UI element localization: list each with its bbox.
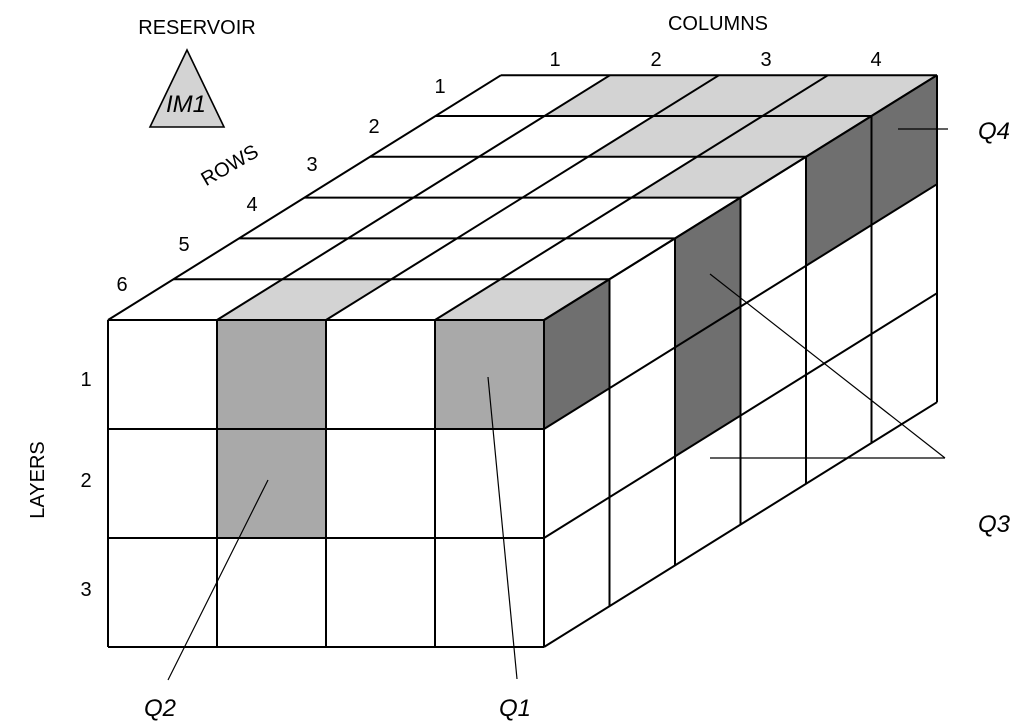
row-number-2: 2 — [368, 116, 379, 138]
top-grid-line — [107, 74, 502, 321]
top-cell-shade — [435, 279, 610, 320]
leader-line-q2 — [167, 479, 269, 681]
top-cell-shade — [631, 156, 806, 198]
reservoir-title: RESERVOIR — [138, 17, 255, 39]
top-cell-shade — [544, 75, 719, 116]
top-cell-shade — [653, 75, 828, 116]
side-cell-shade — [544, 279, 610, 429]
grid-shapes — [107, 48, 948, 681]
row-number-6: 6 — [116, 274, 127, 296]
layer-number-3: 3 — [80, 579, 91, 601]
row-number-4: 4 — [246, 194, 257, 216]
grid-labels: RESERVOIR COLUMNS ROWS LAYERS 1 2 3 4 1 … — [27, 13, 1011, 722]
side-cell-shade — [675, 197, 741, 348]
top-cell-shade — [762, 75, 937, 116]
layer-number-2: 2 — [80, 470, 91, 492]
well-label-q3: Q3 — [978, 511, 1011, 538]
top-cell-shade — [217, 279, 392, 320]
row-number-3: 3 — [306, 154, 317, 176]
column-number-4: 4 — [870, 49, 881, 71]
row-number-1: 1 — [434, 76, 445, 98]
front-cell-shade — [435, 320, 544, 429]
top-cell-shade — [588, 116, 763, 157]
leader-line-q1 — [487, 376, 518, 680]
side-cell-shade — [675, 306, 741, 457]
column-number-1: 1 — [549, 49, 560, 71]
front-cell-shade — [217, 320, 326, 429]
well-label-q4: Q4 — [978, 118, 1010, 145]
side-cell-shade — [806, 116, 872, 266]
top-grid-line — [216, 74, 611, 321]
top-grid-line — [325, 74, 720, 321]
reservoir-triangle-icon — [148, 48, 226, 128]
columns-title: COLUMNS — [668, 13, 768, 35]
top-grid-line — [434, 74, 829, 321]
row-number-5: 5 — [178, 234, 189, 256]
front-cell-shade — [217, 429, 326, 538]
layer-number-1: 1 — [80, 369, 91, 391]
top-cell-shade — [697, 116, 872, 157]
column-number-3: 3 — [760, 49, 771, 71]
layers-title: LAYERS — [27, 441, 49, 518]
column-number-2: 2 — [650, 49, 661, 71]
well-label-q1: Q1 — [499, 695, 531, 722]
rows-title: ROWS — [198, 141, 263, 191]
well-label-q2: Q2 — [144, 695, 176, 722]
side-cell-shade — [871, 75, 937, 225]
leader-line-q3 — [709, 273, 946, 459]
reservoir-symbol-label: IM1 — [166, 91, 206, 118]
